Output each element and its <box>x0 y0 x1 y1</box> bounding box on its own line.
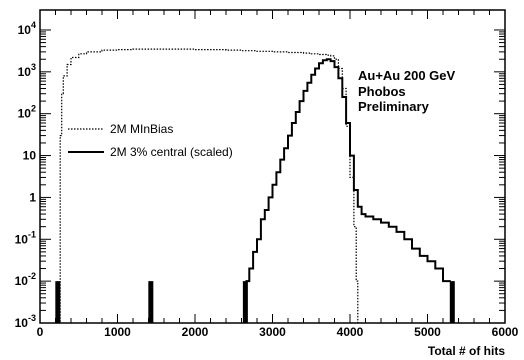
x-tick-label: 6000 <box>492 325 519 339</box>
legend-label-central: 2M 3% central (scaled) <box>110 145 233 159</box>
x-tick-label: 1000 <box>104 325 131 339</box>
spike-bar <box>449 281 455 323</box>
x-tick-label: 5000 <box>414 325 441 339</box>
x-tick-label: 0 <box>37 325 44 339</box>
series-layer <box>55 48 455 324</box>
annotation-line-1: Au+Au 200 GeV <box>358 68 456 83</box>
annotation-block: Au+Au 200 GeV Phobos Preliminary <box>358 68 456 114</box>
y-tick-label: 10-3 <box>15 313 36 330</box>
y-tick-label: 10-2 <box>15 271 36 288</box>
x-tick-label: 2000 <box>182 325 209 339</box>
y-tick-label: 10-1 <box>15 229 36 246</box>
series-line-1 <box>245 58 451 283</box>
spike-bar <box>242 281 248 323</box>
y-tick-label: 102 <box>18 104 36 121</box>
x-tick-label: 3000 <box>259 325 286 339</box>
annotation-line-3: Preliminary <box>358 99 430 114</box>
series-line-0 <box>55 48 359 324</box>
legend-label-minbias: 2M MInBias <box>110 122 173 136</box>
annotation-line-2: Phobos <box>358 84 406 99</box>
spike-bar <box>148 281 154 323</box>
y-tick-label: 10 <box>23 149 37 163</box>
spike-bar <box>55 281 61 323</box>
y-tick-label: 104 <box>18 20 36 37</box>
ticks-layer: 0 1000 2000 3000 4000 5000 6000 10-3 10-2 10-1 1 10… <box>15 10 519 339</box>
x-tick-label: 4000 <box>337 325 364 339</box>
y-tick-label: 1 <box>29 190 36 204</box>
legend: 2M MInBias 2M 3% central (scaled) <box>68 122 233 159</box>
plot-frame <box>39 9 506 324</box>
y-tick-label: 103 <box>18 62 36 79</box>
x-axis-label: Total # of hits <box>428 344 505 358</box>
